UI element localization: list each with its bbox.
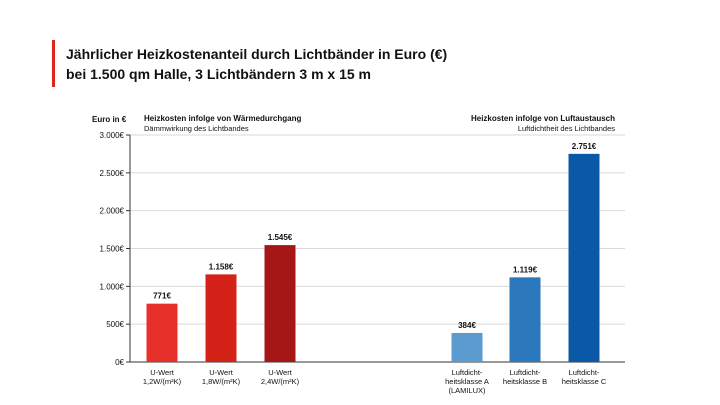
x-tick-label-line: U-Wert xyxy=(209,368,234,377)
group-subtitle: Dämmwirkung des Lichtbandes xyxy=(144,124,249,133)
bar xyxy=(146,303,178,362)
y-tick-label: 3.000€ xyxy=(100,131,125,140)
data-label: 771€ xyxy=(153,292,171,301)
data-label: 1.119€ xyxy=(513,265,538,274)
page-title: Jährlicher Heizkostenanteil durch Lichtb… xyxy=(66,44,447,84)
bar xyxy=(205,274,237,362)
x-tick-label-line: 1,2W/(m²K) xyxy=(143,377,182,386)
y-tick-label: 2.500€ xyxy=(100,169,125,178)
x-tick-label: U-Wert 2,4W/(m²K) xyxy=(261,368,300,386)
x-tick-label-line: Luftdicht- xyxy=(510,368,541,377)
title-line-2: bei 1.500 qm Halle, 3 Lichtbändern 3 m x… xyxy=(66,66,372,82)
group-title: Heizkosten infolge von Wärmedurchgang xyxy=(144,114,301,123)
y-tick-label: 2.000€ xyxy=(100,207,125,216)
data-label: 384€ xyxy=(458,321,476,330)
x-tick-label-line: 2,4W/(m²K) xyxy=(261,377,300,386)
y-tick-label: 0€ xyxy=(115,358,124,367)
x-tick-label-line: U-Wert xyxy=(268,368,293,377)
bar xyxy=(451,332,483,362)
data-label: 1.545€ xyxy=(268,233,293,242)
x-tick-label-line: Luftdicht- xyxy=(452,368,483,377)
y-tick-label: 1.000€ xyxy=(100,282,125,291)
x-tick-label: Luftdicht-heitsklasse B xyxy=(503,368,547,386)
x-tick-label-line: U-Wert xyxy=(150,368,175,377)
x-tick-label-line: heitsklasse A xyxy=(445,377,489,386)
bar xyxy=(264,245,296,362)
x-tick-label-line: 1,8W/(m²K) xyxy=(202,377,241,386)
title-line-1: Jährlicher Heizkostenanteil durch Lichtb… xyxy=(66,46,448,62)
y-tick-label: 1.500€ xyxy=(100,245,125,254)
x-tick-label: Luftdicht-heitsklasse C xyxy=(562,368,607,386)
group-subtitle: Luftdichtheit des Lichtbandes xyxy=(518,124,615,133)
y-tick-label: 500€ xyxy=(106,320,124,329)
x-tick-label: U-Wert 1,2W/(m²K) xyxy=(143,368,182,386)
x-tick-label-line: heitsklasse C xyxy=(562,377,607,386)
y-axis-label: Euro in € xyxy=(92,115,127,124)
bar xyxy=(568,153,600,362)
bar xyxy=(509,277,541,362)
x-tick-label-line: (LAMILUX) xyxy=(448,386,486,395)
x-tick-label-line: heitsklasse B xyxy=(503,377,547,386)
title-accent-bar xyxy=(52,40,55,87)
x-tick-label: Luftdicht-heitsklasse A (LAMILUX) xyxy=(445,368,489,395)
data-label: 2.751€ xyxy=(572,142,597,151)
group-title: Heizkosten infolge von Luftaustausch xyxy=(471,114,615,123)
x-tick-label-line: Luftdicht- xyxy=(569,368,600,377)
x-tick-label: U-Wert 1,8W/(m²K) xyxy=(202,368,241,386)
data-label: 1.158€ xyxy=(209,262,234,271)
